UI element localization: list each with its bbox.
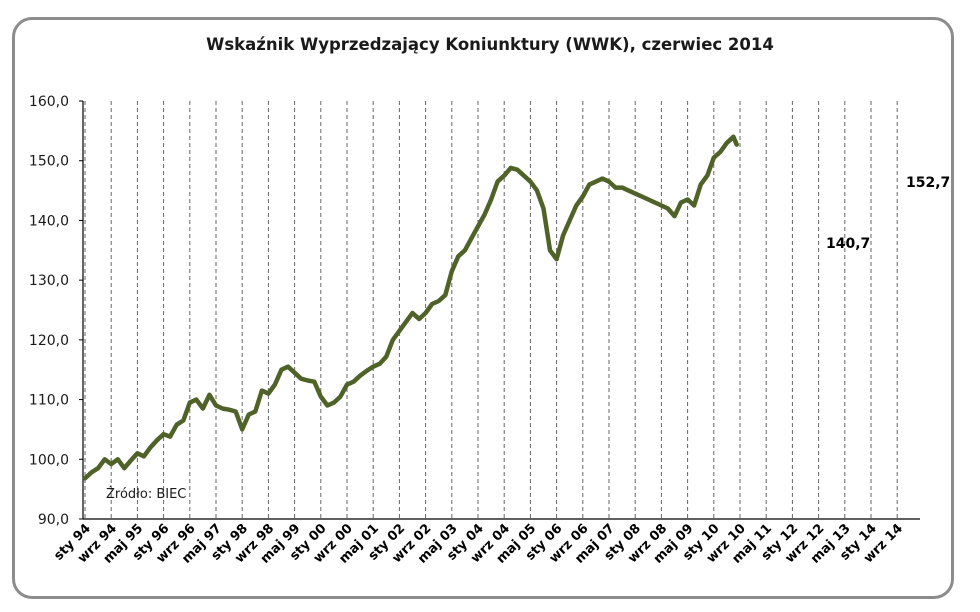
y-tick-label: 160,0 <box>29 94 69 110</box>
y-tick-label: 120,0 <box>29 333 69 349</box>
grid-lines <box>84 101 898 519</box>
series-line-wwk <box>82 134 739 481</box>
y-tick-label: 110,0 <box>29 393 69 409</box>
chart-title: Wskaźnik Wyprzedzający Koniunktury (WWK)… <box>206 35 774 54</box>
y-tick-label: 90,0 <box>38 512 69 528</box>
y-tick-label: 130,0 <box>29 273 69 289</box>
annotation-min-value: 140,7 <box>826 236 870 252</box>
y-tick-labels: 90,0 100,0 110,0 120,0 130,0 140,0 150,0 160,0 <box>29 94 83 528</box>
y-tick-label: 140,0 <box>29 213 69 229</box>
source-note: Źródło: BIEC <box>106 486 186 502</box>
y-tick-label: 100,0 <box>29 452 69 468</box>
annotation-last-value: 152,7 <box>906 175 950 191</box>
y-tick-label: 150,0 <box>29 154 69 170</box>
chart-frame <box>12 17 954 599</box>
